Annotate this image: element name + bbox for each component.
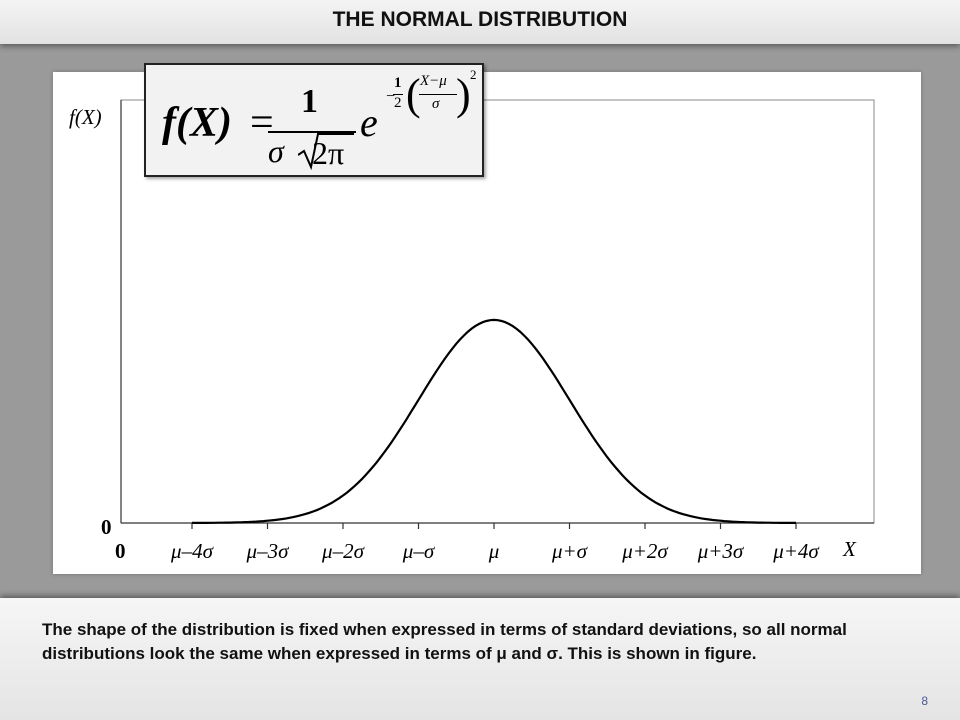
x-tick-label: μ–3σ xyxy=(246,539,291,563)
formula-sqrt-argument: 2π xyxy=(312,135,345,171)
slide-title-bar: THE NORMAL DISTRIBUTION xyxy=(0,0,960,44)
formula-exp-base: e xyxy=(360,100,378,145)
y-axis-label: f(X) xyxy=(69,105,102,129)
formula-lhs: f(X) xyxy=(162,100,232,146)
exponent-power: 2 xyxy=(470,67,477,82)
sqrt-radical-icon xyxy=(298,133,354,171)
normal-distribution-chart: μ–4σ μ–3σ μ–2σ μ–σ μ μ+σ μ+2σ μ+3σ μ+4σ0 0 f(X) … xyxy=(69,99,875,563)
x-tick-label: μ–4σ xyxy=(170,539,215,563)
formula-exponent: − 1 2 ( X−μ σ ) 2 xyxy=(386,67,477,129)
x-tick-label: μ–2σ xyxy=(321,539,366,563)
exponent-fraction-denominator: σ xyxy=(432,96,440,112)
formula-equals: = xyxy=(250,100,274,146)
formula-denominator-sigma: σ xyxy=(268,133,284,169)
exponent-half-bar xyxy=(393,94,403,95)
formula-numerator: 1 xyxy=(301,83,318,120)
exponent-half-numerator: 1 xyxy=(394,75,402,91)
caption-panel: The shape of the distribution is fixed w… xyxy=(0,598,960,720)
y-tick-label-zero: 0 xyxy=(101,515,112,539)
x-ticks xyxy=(191,523,797,529)
caption-text: The shape of the distribution is fixed w… xyxy=(42,620,847,663)
x-tick-label: μ–σ xyxy=(402,539,436,563)
exponent-right-paren: ) xyxy=(456,70,471,119)
x-axis-label: X xyxy=(842,537,857,561)
x-tick-label: μ+3σ xyxy=(697,539,745,563)
exponent-half-denominator: 2 xyxy=(394,95,402,111)
page-number: 8 xyxy=(921,694,928,708)
normal-curve xyxy=(192,318,796,524)
x-tick-label: μ+σ xyxy=(551,539,589,563)
x-tick-label: μ+2σ xyxy=(621,539,669,563)
exponent-fraction-numerator: X−μ xyxy=(420,73,447,89)
x-tick-label: μ xyxy=(488,539,500,563)
x-tick-label: μ+4σ xyxy=(772,539,820,563)
slide-title: THE NORMAL DISTRIBUTION xyxy=(332,8,628,31)
x-tick-labels: μ–4σ μ–3σ μ–2σ μ–σ μ μ+σ μ+2σ μ+3σ μ+4σ 0 xyxy=(115,539,820,563)
exponent-left-paren: ( xyxy=(406,70,421,119)
exponent-fraction-bar xyxy=(419,94,457,95)
normal-pdf-formula: f(X) = 1 σ 2π e − 1 2 ( X−μ σ ) 2 xyxy=(144,63,484,177)
chart-panel: μ–4σ μ–3σ μ–2σ μ–σ μ μ+σ μ+2σ μ+3σ μ+4σ 0 0 f(X) … xyxy=(53,63,921,574)
formula-fraction-bar xyxy=(268,131,356,133)
x-tick-label-zero: 0 xyxy=(115,539,126,563)
exponent-minus: − xyxy=(386,88,396,105)
